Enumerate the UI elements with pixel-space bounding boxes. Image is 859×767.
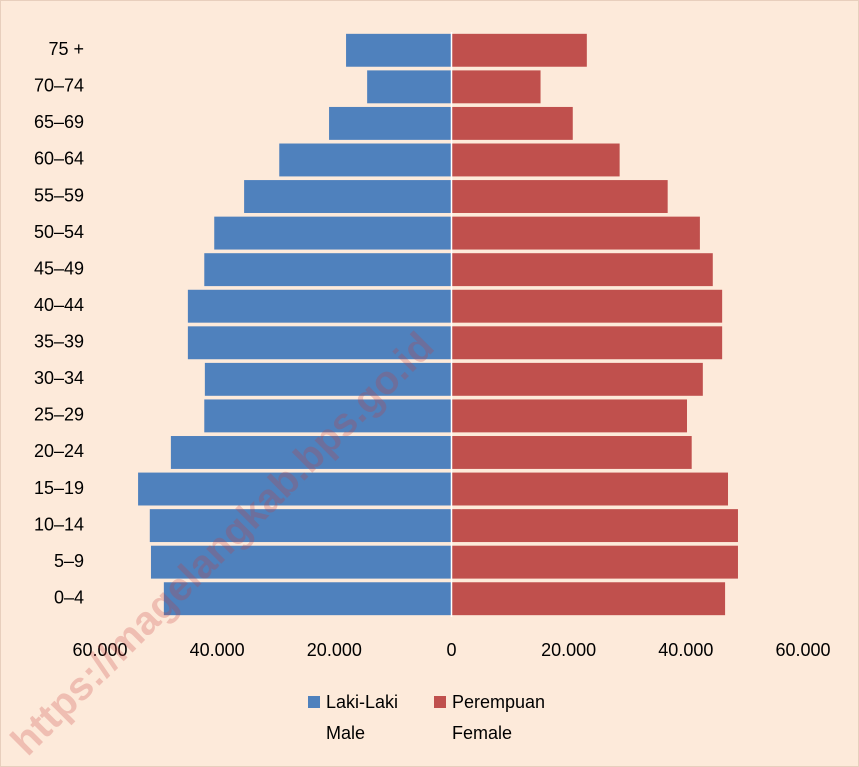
x-tick-label: 60.000 bbox=[72, 640, 127, 660]
bar bbox=[346, 33, 452, 67]
bar bbox=[214, 216, 452, 250]
legend-label: Female bbox=[452, 723, 512, 743]
bar bbox=[149, 509, 452, 543]
x-tick-label: 0 bbox=[446, 640, 456, 660]
category-label: 70–74 bbox=[34, 76, 84, 96]
bar bbox=[451, 326, 723, 360]
bar bbox=[451, 472, 729, 506]
bar bbox=[451, 362, 703, 396]
category-label: 0–4 bbox=[54, 587, 84, 607]
legend-label: Perempuan bbox=[452, 692, 545, 712]
bar bbox=[451, 106, 573, 140]
category-label: 50–54 bbox=[34, 222, 84, 242]
bar bbox=[170, 436, 452, 469]
bar bbox=[451, 180, 668, 213]
bar bbox=[150, 545, 452, 579]
category-label: 20–24 bbox=[34, 441, 84, 461]
x-tick-label: 40.000 bbox=[658, 640, 713, 660]
bar bbox=[451, 582, 726, 616]
bar bbox=[451, 289, 723, 323]
bar bbox=[451, 399, 688, 433]
x-tick-label: 60.000 bbox=[775, 640, 830, 660]
bar bbox=[204, 253, 452, 287]
category-label: 75 + bbox=[48, 39, 84, 59]
bar bbox=[451, 70, 541, 104]
bar bbox=[279, 143, 452, 177]
category-label: 15–19 bbox=[34, 478, 84, 498]
legend-swatch bbox=[308, 696, 320, 708]
bar bbox=[451, 509, 738, 543]
bar bbox=[329, 106, 452, 140]
bar bbox=[187, 289, 452, 323]
category-label: 45–49 bbox=[34, 258, 84, 278]
category-label: 60–64 bbox=[34, 149, 84, 169]
category-label: 10–14 bbox=[34, 514, 84, 534]
x-tick-label: 40.000 bbox=[190, 640, 245, 660]
bar bbox=[451, 545, 738, 579]
bar bbox=[163, 582, 452, 616]
bar bbox=[187, 326, 452, 360]
legend-swatch bbox=[434, 696, 446, 708]
category-label: 25–29 bbox=[34, 405, 84, 425]
legend-label: Laki-Laki bbox=[326, 692, 398, 712]
bar bbox=[451, 216, 700, 250]
x-tick-label: 20.000 bbox=[541, 640, 596, 660]
bar bbox=[138, 472, 452, 506]
category-label: 30–34 bbox=[34, 368, 84, 388]
category-label: 65–69 bbox=[34, 112, 84, 132]
bar bbox=[451, 33, 587, 67]
bar bbox=[367, 70, 452, 104]
x-tick-label: 20.000 bbox=[307, 640, 362, 660]
bar bbox=[204, 399, 452, 433]
legend-label: Male bbox=[326, 723, 365, 743]
bar bbox=[451, 253, 713, 287]
category-label: 35–39 bbox=[34, 332, 84, 352]
bar bbox=[451, 143, 620, 177]
bar bbox=[244, 180, 452, 213]
category-label: 40–44 bbox=[34, 295, 84, 315]
bar bbox=[451, 436, 692, 469]
category-label: 55–59 bbox=[34, 185, 84, 205]
bar bbox=[204, 362, 452, 396]
category-label: 5–9 bbox=[54, 551, 84, 571]
